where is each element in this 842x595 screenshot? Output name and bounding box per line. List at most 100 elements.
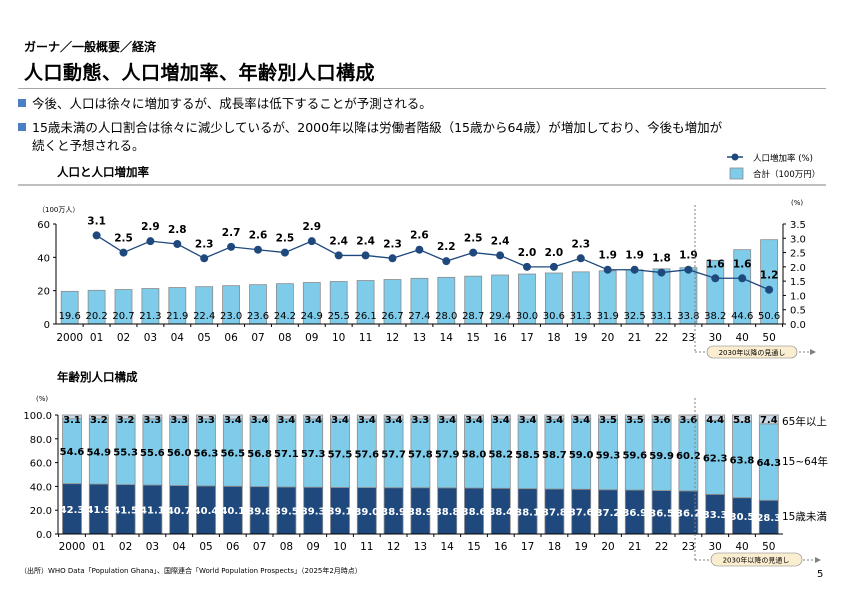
under15-segment [222,485,243,535]
working-age-segment-label: 60.2 [676,451,701,462]
elderly-segment-label: 3.3 [412,415,430,426]
working-age-segment-label: 56.0 [167,448,192,459]
x-tick-label: 11 [360,541,373,553]
working-age-segment-label: 54.9 [86,447,111,458]
elderly-segment [410,414,431,420]
working-age-segment-label: 58.7 [542,450,567,461]
growth-rate-point [765,285,774,294]
elderly-segment [88,414,109,420]
bar-value-label: 29.4 [489,311,511,322]
working-age-segment [142,418,163,486]
elderly-segment-label: 4.4 [706,415,724,426]
growth-rate-point [146,237,155,246]
elderly-segment-label: 3.2 [117,415,135,426]
population-bar [249,284,267,325]
working-age-segment [356,418,377,488]
growth-rate-label: 1.9 [598,250,617,262]
bar-value-label: 38.2 [704,311,726,322]
growth-rate-point [254,245,262,254]
working-age-segment [705,419,726,495]
growth-rate-point [630,265,639,274]
under15-segment [169,485,190,535]
growth-rate-label: 2.5 [464,233,483,245]
x-tick-label: 50 [762,332,775,344]
y-tick-label: 40.0 [30,482,52,493]
under15-segment-label: 39.0 [354,507,379,518]
under15-segment [196,485,216,535]
under15-segment [732,497,752,535]
under15-segment-label: 41.5 [113,505,138,516]
elderly-segment-label: 3.5 [626,415,644,426]
under15-segment [624,489,645,535]
bar-value-label: 24.9 [301,311,323,322]
growth-rate-label: 2.5 [114,233,133,245]
under15-segment-label: 41.9 [86,505,111,516]
bar-value-label: 28.7 [462,311,484,322]
working-age-segment [598,418,618,491]
bar-value-label: 23.0 [220,311,242,322]
working-age-segment [490,418,511,489]
right-tick-label: 1.0 [790,291,806,302]
x-tick-label: 17 [521,541,534,553]
growth-rate-point [523,262,531,271]
y-tick-label: 80.0 [30,435,52,446]
working-age-segment-label: 59.3 [596,450,621,461]
source-note: （出所）WHO Data「Population Ghana」、国際連合「Worl… [20,567,362,575]
working-age-segment [88,418,109,485]
bar-value-label: 25.5 [328,311,350,322]
population-bar [356,280,375,325]
elderly-segment [544,414,565,420]
under15-segment [705,493,726,535]
x-tick-label: 23 [682,332,695,344]
growth-rate-label: 1.9 [679,250,698,262]
under15-segment-label: 36.2 [676,508,701,519]
x-tick-label: 11 [359,332,372,344]
under15-segment [490,487,511,535]
growth-rate-point [173,240,182,248]
bar-value-label: 27.4 [408,311,430,322]
elderly-segment [330,414,350,420]
bar-value-label: 19.6 [59,311,81,322]
under15-segment-label: 28.3 [756,513,781,524]
population-bar [168,287,187,325]
growth-rate-point [415,245,424,254]
elderly-segment-label: 7.4 [760,415,778,426]
elderly-segment-label: 3.4 [251,415,269,426]
x-tick-label: 2000 [56,332,83,344]
y-tick-label: 20.0 [30,506,52,517]
working-age-segment [464,418,484,489]
page-number: 5 [817,569,824,580]
growth-rate-label: 2.4 [329,235,348,247]
y-axis-unit: (%) [36,395,48,403]
population-bar [383,279,402,325]
working-age-segment [222,418,243,487]
bar-value-label: 20.7 [112,311,134,322]
x-tick-label: 12 [386,332,399,344]
series-label-working: 15~64年 [782,455,828,468]
elderly-segment-label: 3.4 [278,415,296,426]
working-age-segment-label: 59.9 [649,451,674,462]
x-tick-label: 07 [253,541,266,553]
working-age-segment-label: 59.6 [622,451,647,462]
page-title: 人口動態、人口増加率、年齢別人口構成 [24,62,376,84]
x-tick-label: 17 [520,332,533,344]
under15-segment [410,487,431,535]
under15-segment [249,486,270,535]
working-age-segment [571,418,592,490]
right-tick-label: 2.5 [790,249,806,260]
arrow-right-icon [810,349,816,355]
x-tick-label: 22 [655,541,668,553]
elderly-segment [222,414,243,420]
working-age-segment [249,418,270,488]
x-tick-label: 02 [117,332,130,344]
elderly-segment [276,414,297,420]
working-age-segment-label: 59.0 [569,450,594,461]
working-age-segment-label: 57.3 [301,449,326,460]
working-age-segment [758,423,779,501]
bar-value-label: 21.3 [139,311,161,322]
elderly-segment-label: 3.6 [653,415,671,426]
growth-rate-point [603,265,612,274]
population-bar [571,271,590,325]
bar-value-label: 44.6 [731,311,753,322]
growth-rate-label: 2.4 [491,235,510,247]
